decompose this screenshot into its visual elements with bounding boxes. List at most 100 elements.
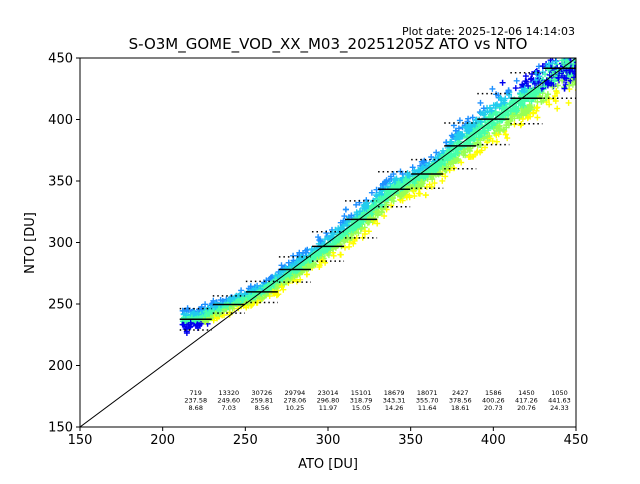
scatter-point <box>315 234 322 241</box>
scatter-point <box>196 306 203 313</box>
scatter-point <box>572 58 574 59</box>
scatter-point <box>456 117 463 124</box>
bin-stat-label: 249.60 <box>217 397 240 405</box>
bin-stat-label: 400.26 <box>482 397 505 405</box>
scatter-point <box>377 195 384 202</box>
scatter-point <box>574 71 576 74</box>
bin-stat-label: 318.79 <box>350 397 373 405</box>
scatter-point <box>571 45 577 51</box>
bin-stat-label: 1050 <box>551 389 568 397</box>
bin-stat-label: 8.56 <box>255 404 269 412</box>
scatter-point <box>406 192 413 199</box>
bin-stat-label: 18679 <box>384 389 405 397</box>
y-axis-label: NTO [DU] <box>23 212 38 274</box>
plot-date: Plot date: 2025-12-06 14:14:03 <box>402 25 575 38</box>
scatter-point <box>559 49 565 55</box>
y-tick-label: 450 <box>48 52 73 67</box>
scatter-point <box>477 99 484 106</box>
scatter-point <box>569 47 575 53</box>
y-tick-label: 250 <box>48 298 73 313</box>
scatter-point <box>555 46 561 52</box>
scatter-point <box>461 149 467 156</box>
scatter-point <box>575 79 576 82</box>
scatter-point <box>502 131 509 138</box>
scatter-point <box>337 219 344 226</box>
scatter-point <box>342 244 348 251</box>
scatter-point <box>183 312 189 319</box>
x-tick-label: 250 <box>233 433 258 448</box>
scatter-point <box>278 283 285 290</box>
scatter-point <box>575 79 576 81</box>
scatter-point <box>568 43 574 49</box>
scatter-point <box>434 163 441 170</box>
scatter-point <box>402 189 409 196</box>
scatter-point <box>575 68 576 70</box>
scatter-point <box>576 55 582 61</box>
scatter-point <box>415 167 422 173</box>
scatter-point <box>344 228 351 235</box>
scatter-point <box>273 292 280 299</box>
scatter-point <box>465 115 472 122</box>
scatter-point <box>397 193 404 200</box>
scatter-point <box>553 58 560 65</box>
scatter-point <box>391 176 398 183</box>
scatter-point <box>474 139 481 146</box>
scatter-point <box>235 305 242 312</box>
scatter-point <box>182 326 189 332</box>
scatter-point <box>572 78 576 85</box>
scatter-point <box>465 153 472 160</box>
scatter-point <box>354 211 361 218</box>
scatter-point <box>206 310 212 317</box>
scatter-point <box>516 115 523 121</box>
scatter-point <box>553 88 560 95</box>
scatter-point <box>533 105 540 111</box>
scatter-point <box>293 260 300 266</box>
scatter-point <box>395 178 402 185</box>
scatter-point <box>267 274 274 281</box>
bin-stat-label: 378.56 <box>449 397 472 405</box>
scatter-point <box>297 276 304 283</box>
scatter-point <box>570 49 576 55</box>
scatter-point <box>517 91 524 98</box>
scatter-point <box>571 49 577 55</box>
scatter-point <box>562 81 569 88</box>
scatter-point <box>442 173 449 180</box>
y-tick-label: 300 <box>48 236 73 251</box>
scatter-point <box>368 189 375 196</box>
scatter-point <box>557 45 563 51</box>
x-tick-label: 450 <box>564 433 589 448</box>
scatter-point <box>472 117 479 124</box>
scatter-point <box>302 249 309 256</box>
scatter-point <box>504 135 511 142</box>
scatter-point <box>560 43 566 49</box>
scatter-point <box>450 134 456 140</box>
scatter-point <box>555 52 561 58</box>
scatter-point <box>303 271 310 278</box>
y-tick-label: 350 <box>48 175 73 190</box>
scatter-point <box>263 277 270 284</box>
scatter-point <box>519 105 525 112</box>
scatter-point <box>546 101 553 108</box>
scatter-point <box>187 319 194 326</box>
scatter-point <box>440 147 446 154</box>
scatter-point <box>490 102 497 109</box>
scatter-point <box>369 202 376 209</box>
scatter-point <box>525 114 532 120</box>
scatter-point <box>359 234 366 241</box>
scatter-point <box>301 259 308 266</box>
scatter-point <box>476 122 483 129</box>
scatter-point <box>339 232 345 239</box>
scatter-point <box>231 294 238 301</box>
axes-layer: 150 200 250 300 350 400 450 150 200 250 300 350 400 4… <box>48 52 588 449</box>
scatter-point <box>448 153 455 160</box>
scatter-point <box>330 252 337 259</box>
bin-stat-label: 29794 <box>285 389 306 397</box>
x-tick-label: 200 <box>150 433 175 448</box>
scatter-point <box>476 134 482 141</box>
scatter-point <box>179 321 186 328</box>
scatter-point <box>538 98 545 105</box>
scatter-point <box>378 209 385 216</box>
bin-stat-label: 441.63 <box>548 397 571 405</box>
scatter-layer <box>179 43 582 336</box>
